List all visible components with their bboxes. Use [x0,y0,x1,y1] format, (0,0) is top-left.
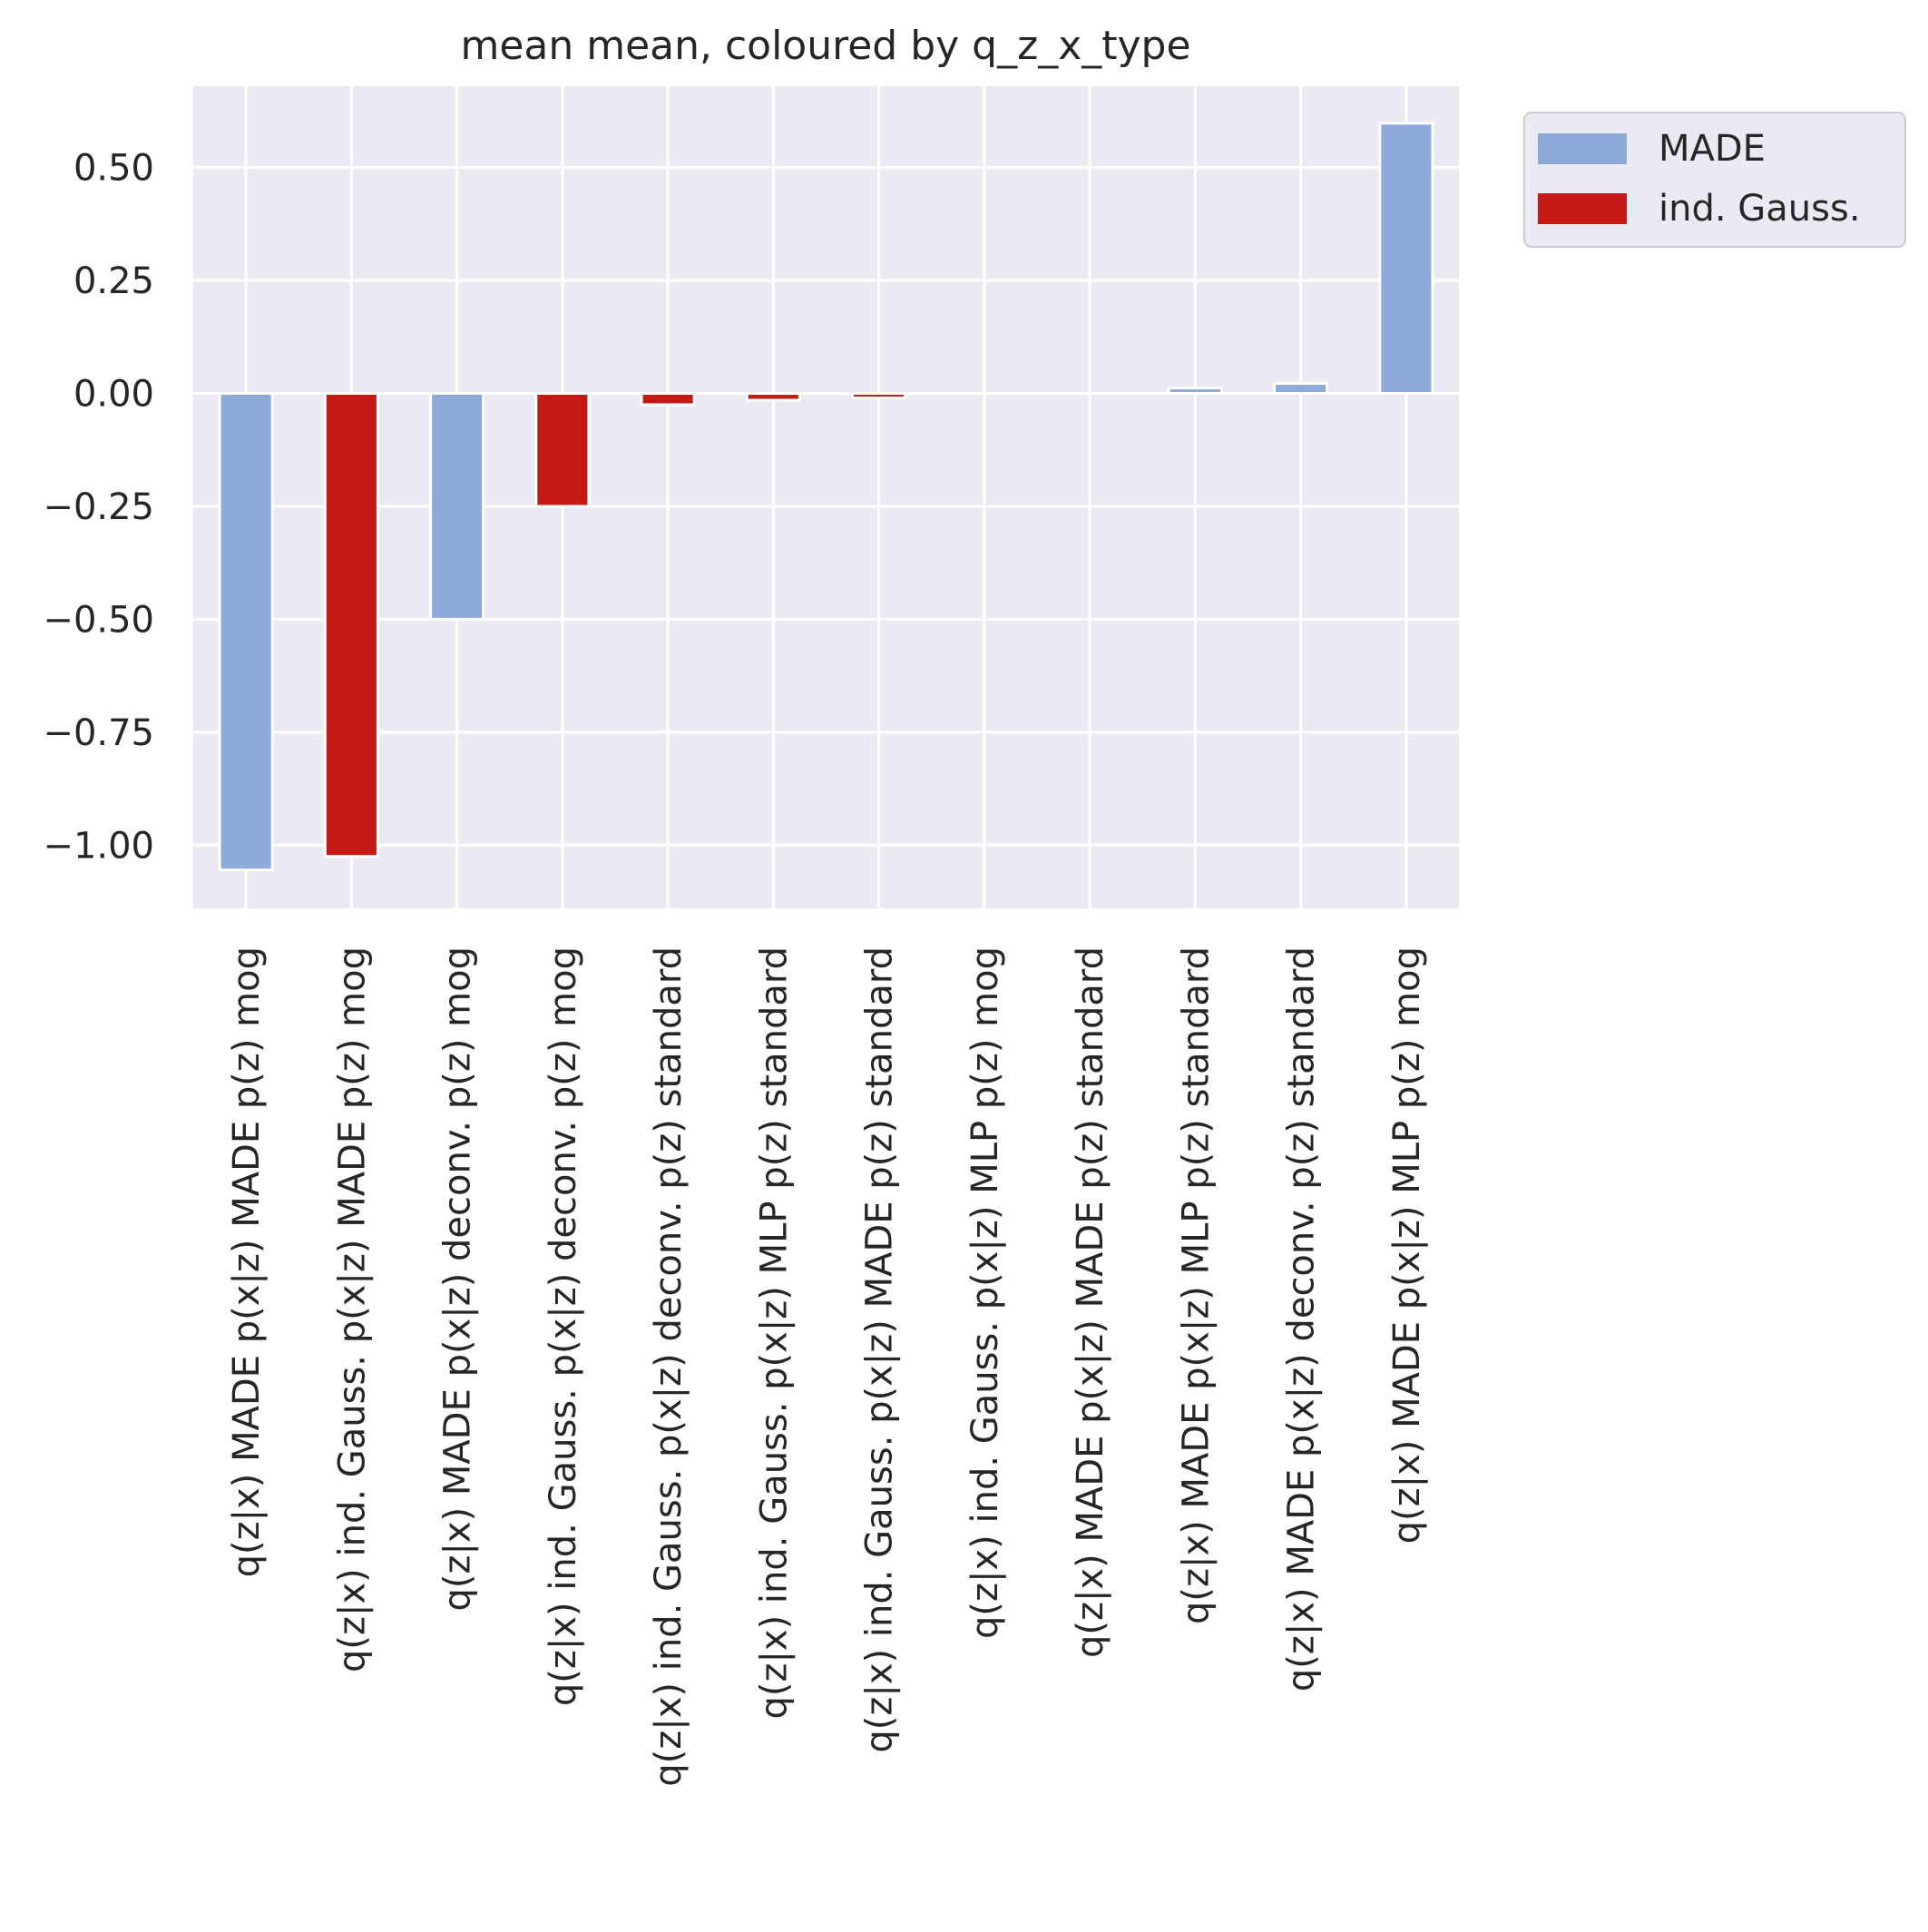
legend-swatch-ind-gauss [1538,193,1627,224]
y-tick-label: 0.25 [73,260,154,302]
x-tick-label: q(z|x) ind. Gauss. p(x|z) MLP p(z) mog [964,946,1006,1639]
x-tick-label: q(z|x) ind. Gauss. p(x|z) MADE p(z) stan… [859,946,901,1753]
x-tick-label: q(z|x) MADE p(x|z) MLP p(z) mog [1386,946,1428,1544]
legend: MADE ind. Gauss. [1523,112,1906,248]
bar [745,392,801,402]
x-tick-label: q(z|x) MADE p(x|z) MADE p(z) mog [226,946,268,1577]
y-tick-label: −0.50 [43,599,154,641]
x-tick-label: q(z|x) ind. Gauss. p(x|z) MLP p(z) stand… [753,946,795,1720]
legend-swatch-made [1538,133,1627,164]
y-tick-label: −0.75 [43,712,154,754]
legend-label-ind-gauss: ind. Gauss. [1659,188,1861,230]
x-tick-label: q(z|x) MADE p(x|z) MADE p(z) standard [1070,946,1111,1658]
y-tick-labels: 0.50 0.25 0.00 −0.25 −0.50 −0.75 −1.00 [43,148,154,868]
bar [1273,382,1329,396]
y-tick-label: 0.50 [73,148,154,190]
bar [1167,387,1223,396]
x-tick-label: q(z|x) ind. Gauss. p(x|z) MADE p(z) mog [331,946,373,1672]
y-tick-label: 0.00 [73,374,154,416]
bar [429,392,485,621]
bar [534,392,591,508]
legend-label-made: MADE [1659,128,1766,170]
y-tick-label: −0.25 [43,486,154,528]
x-tick-label: q(z|x) MADE p(x|z) deconv. p(z) standard [1281,946,1323,1692]
bar [1378,122,1434,396]
x-tick-labels: q(z|x) MADE p(x|z) MADE p(z) mog q(z|x) i… [226,946,1428,1787]
bar [851,392,907,399]
plot-area [193,86,1459,908]
x-tick-label: q(z|x) MADE p(x|z) deconv. p(z) mog [437,946,479,1612]
bars [218,122,1434,872]
y-tick-label: −1.00 [43,825,154,867]
x-tick-label: q(z|x) ind. Gauss. p(x|z) deconv. p(z) m… [543,946,584,1706]
chart-title: mean mean, coloured by q_z_x_type [460,23,1190,69]
bar [323,392,379,858]
x-tick-label: q(z|x) ind. Gauss. p(x|z) deconv. p(z) s… [648,946,690,1787]
bar [218,392,274,872]
bar [640,392,696,407]
x-tick-label: q(z|x) MADE p(x|z) MLP p(z) standard [1175,946,1217,1624]
